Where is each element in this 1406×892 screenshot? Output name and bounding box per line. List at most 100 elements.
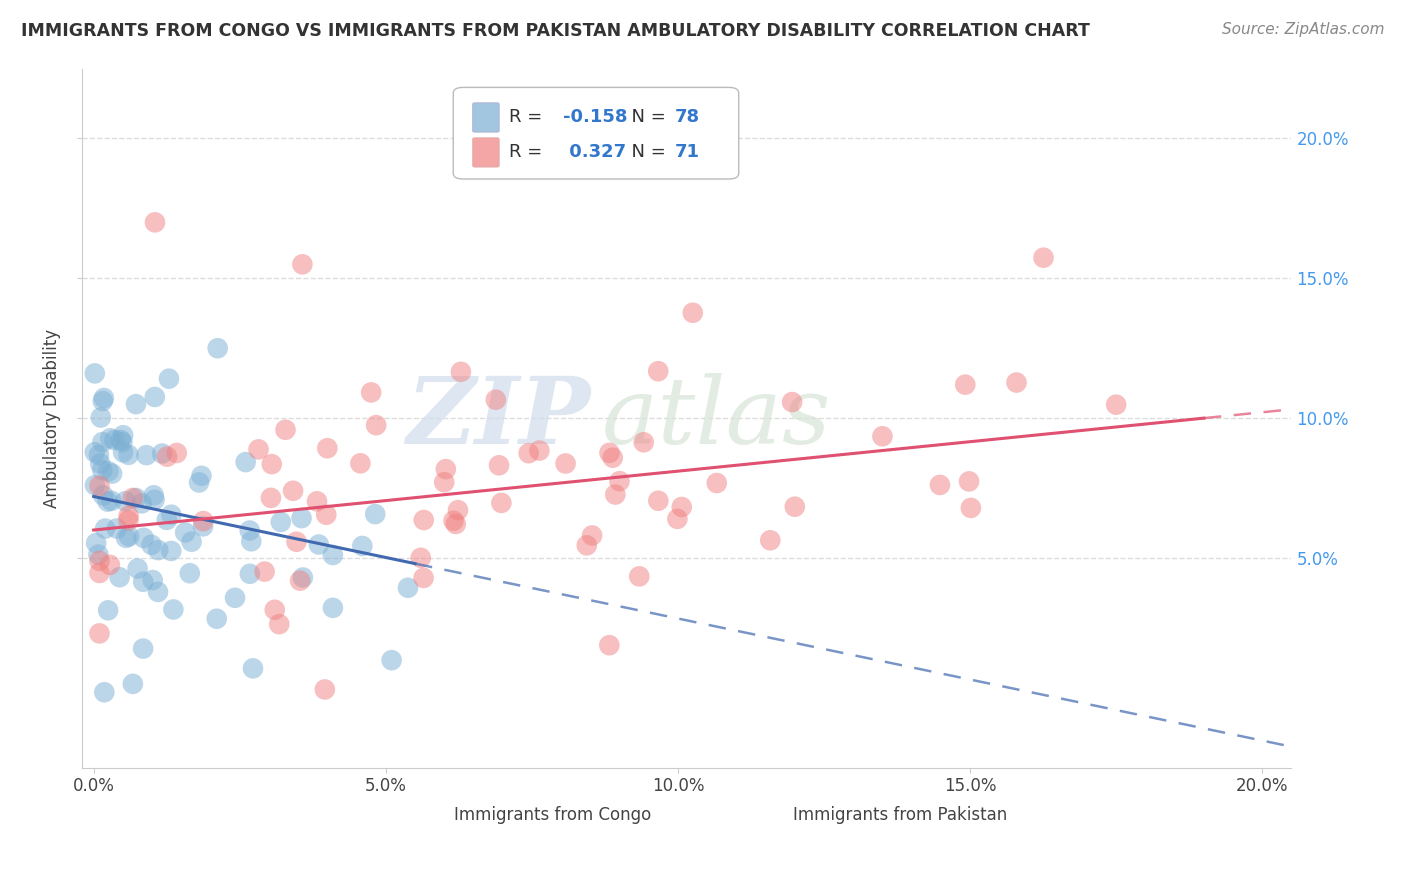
Point	[316, 441, 339, 455]
Point	[491, 496, 513, 510]
Point	[263, 603, 285, 617]
Point	[114, 494, 136, 508]
Point	[598, 446, 620, 460]
Point	[91, 435, 114, 450]
Point	[647, 493, 669, 508]
Point	[488, 458, 510, 473]
Text: 78: 78	[675, 109, 700, 127]
Point	[957, 475, 980, 489]
Point	[628, 569, 651, 583]
Point	[146, 585, 169, 599]
Point	[1032, 251, 1054, 265]
Point	[235, 455, 257, 469]
Point	[360, 385, 382, 400]
Point	[205, 612, 228, 626]
Point	[132, 574, 155, 589]
Text: ZIP: ZIP	[406, 373, 591, 463]
Point	[84, 536, 107, 550]
Text: 71: 71	[675, 144, 700, 161]
Point	[554, 457, 576, 471]
Point	[288, 574, 311, 588]
Point	[132, 531, 155, 545]
Point	[269, 617, 291, 632]
Point	[84, 478, 107, 492]
Point	[706, 475, 728, 490]
Point	[117, 448, 139, 462]
FancyBboxPatch shape	[412, 804, 449, 827]
Point	[156, 513, 179, 527]
Point	[97, 494, 120, 508]
Point	[94, 522, 117, 536]
Point	[112, 428, 135, 442]
Point	[575, 538, 598, 552]
Text: N =: N =	[620, 144, 672, 161]
Text: N =: N =	[620, 109, 672, 127]
Point	[157, 372, 180, 386]
Point	[409, 550, 432, 565]
Point	[143, 215, 166, 229]
Point	[160, 544, 183, 558]
Point	[247, 442, 270, 457]
Point	[352, 539, 374, 553]
Point	[443, 514, 465, 528]
Point	[447, 503, 470, 517]
Point	[89, 626, 111, 640]
Point	[291, 257, 314, 271]
Point	[91, 463, 114, 477]
Point	[609, 474, 631, 488]
Point	[581, 528, 603, 542]
Point	[150, 446, 173, 460]
Point	[285, 534, 308, 549]
Point	[108, 570, 131, 584]
Text: R =: R =	[509, 109, 548, 127]
Point	[180, 534, 202, 549]
Point	[91, 488, 114, 502]
Point	[110, 433, 132, 447]
Point	[89, 554, 111, 568]
Point	[166, 446, 188, 460]
Point	[412, 513, 434, 527]
Text: IMMIGRANTS FROM CONGO VS IMMIGRANTS FROM PAKISTAN AMBULATORY DISABILITY CORRELAT: IMMIGRANTS FROM CONGO VS IMMIGRANTS FROM…	[21, 22, 1090, 40]
Point	[291, 570, 314, 584]
Text: Immigrants from Pakistan: Immigrants from Pakistan	[793, 806, 1007, 824]
Point	[260, 491, 283, 505]
Point	[647, 364, 669, 378]
Text: Immigrants from Congo: Immigrants from Congo	[454, 806, 652, 824]
Point	[156, 450, 179, 464]
Point	[98, 431, 121, 445]
Point	[1105, 398, 1128, 412]
Point	[682, 306, 704, 320]
Point	[101, 467, 124, 481]
Point	[396, 581, 419, 595]
Point	[193, 514, 215, 528]
Point	[160, 508, 183, 522]
Point	[117, 513, 139, 527]
Point	[179, 566, 201, 581]
Point	[253, 565, 276, 579]
Point	[366, 418, 388, 433]
Point	[207, 341, 229, 355]
Point	[100, 493, 122, 508]
Point	[433, 475, 456, 490]
Point	[115, 531, 138, 545]
Point	[131, 496, 153, 510]
Point	[412, 571, 434, 585]
Point	[103, 433, 125, 447]
Point	[308, 537, 330, 551]
Text: atlas: atlas	[602, 373, 831, 463]
Point	[89, 479, 111, 493]
Point	[671, 500, 693, 514]
Text: R =: R =	[509, 144, 548, 161]
Point	[260, 457, 283, 471]
Text: Source: ZipAtlas.com: Source: ZipAtlas.com	[1222, 22, 1385, 37]
Point	[381, 653, 404, 667]
Point	[242, 661, 264, 675]
Point	[239, 566, 262, 581]
Point	[112, 445, 135, 459]
Point	[91, 394, 114, 409]
Point	[444, 516, 467, 531]
Point	[349, 456, 371, 470]
Point	[188, 475, 211, 490]
Point	[89, 457, 111, 471]
Point	[83, 445, 105, 459]
